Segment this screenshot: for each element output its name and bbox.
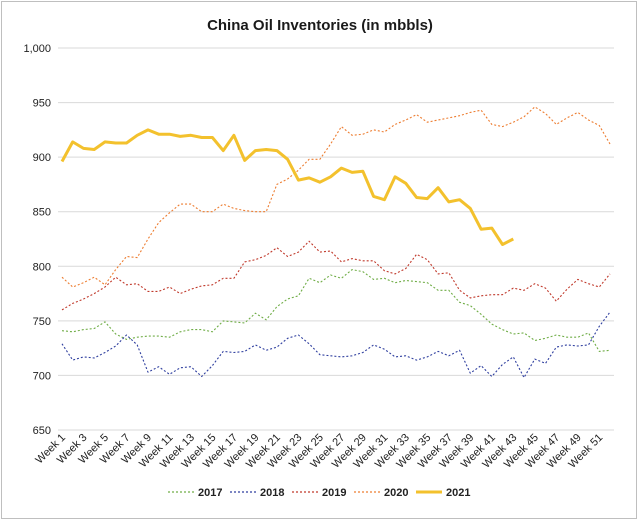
legend-item-2019: 2019	[292, 487, 346, 499]
y-tick-label: 800	[33, 261, 51, 273]
y-tick-label: 950	[33, 98, 51, 110]
series-line-2017	[61, 269, 611, 352]
series-line-2021	[60, 128, 514, 246]
legend-item-2020: 2020	[354, 487, 408, 499]
y-tick-label: 750	[33, 316, 51, 328]
gridlines	[58, 47, 614, 431]
legend-item-2018: 2018	[230, 487, 284, 499]
legend-label: 2017	[198, 487, 222, 499]
legend-item-2021: 2021	[416, 487, 470, 499]
series-line-2020	[61, 106, 611, 288]
legend-label: 2019	[322, 487, 346, 499]
y-tick-label: 700	[33, 370, 51, 382]
legend-item-2017: 2017	[168, 487, 222, 499]
legend-label: 2018	[260, 487, 284, 499]
series-layer	[60, 106, 611, 379]
chart-title: China Oil Inventories (in mbbls)	[207, 17, 433, 34]
series-line-2019	[61, 240, 611, 311]
y-tick-label: 1,000	[23, 43, 51, 55]
y-tick-label: 850	[33, 207, 51, 219]
y-axis-ticks: 650 700 750 800 850 900 950 1,000	[23, 43, 51, 437]
y-tick-label: 900	[33, 152, 51, 164]
y-tick-label: 650	[33, 425, 51, 437]
legend: 2017 2018 2019 2020 2021	[168, 487, 470, 499]
legend-label: 2021	[446, 487, 470, 499]
legend-label: 2020	[384, 487, 408, 499]
series-line-2018	[61, 311, 611, 379]
